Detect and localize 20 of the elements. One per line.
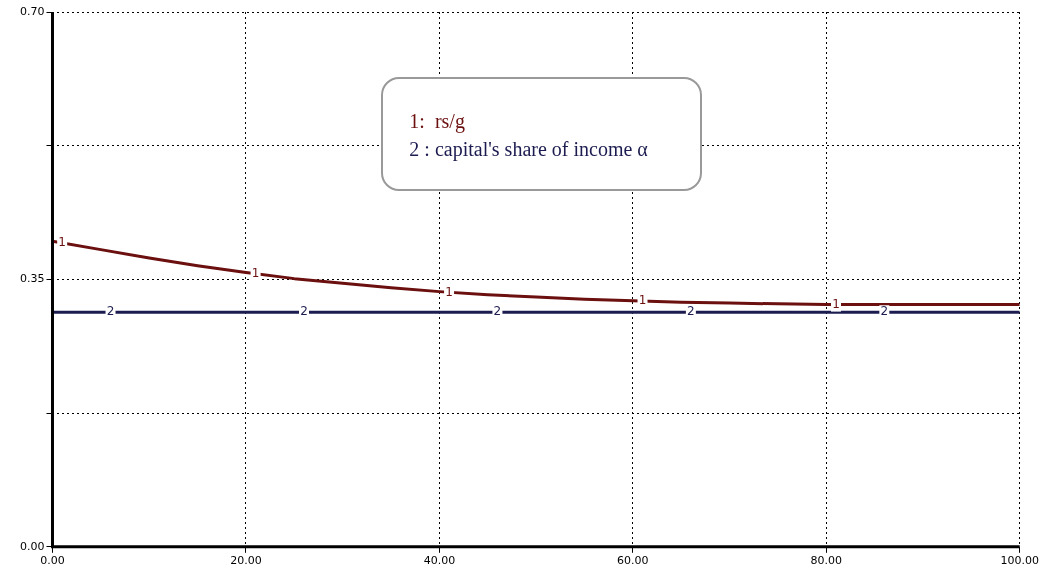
x-tick-label: 0.00 xyxy=(40,554,65,568)
annotation: 1 xyxy=(832,296,840,311)
x-tick-label: 100.00 xyxy=(1000,554,1040,568)
annotation: 1 xyxy=(251,266,260,281)
x-tick-label: 20.00 xyxy=(230,554,262,568)
y-tick-label: 0.70 xyxy=(19,4,45,18)
x-tick-label: 80.00 xyxy=(810,554,843,568)
annotation: 2 xyxy=(687,304,695,319)
x-tick-label: 60.00 xyxy=(617,554,649,568)
legend-box: 1: rs/g 2 : capital's share of income α xyxy=(381,77,702,191)
y-tick-label: 0.00 xyxy=(19,539,45,553)
annotation: 2 xyxy=(493,304,502,319)
y-tick-label: 0.35 xyxy=(19,272,45,286)
annotation: 1 xyxy=(58,234,66,249)
annotation: 2 xyxy=(300,304,308,319)
annotation: 2 xyxy=(106,304,115,319)
annotation: 1 xyxy=(445,284,453,299)
x-tick-label: 40.00 xyxy=(423,554,456,568)
annotation: 1 xyxy=(638,292,647,307)
annotation: 2 xyxy=(880,304,889,319)
